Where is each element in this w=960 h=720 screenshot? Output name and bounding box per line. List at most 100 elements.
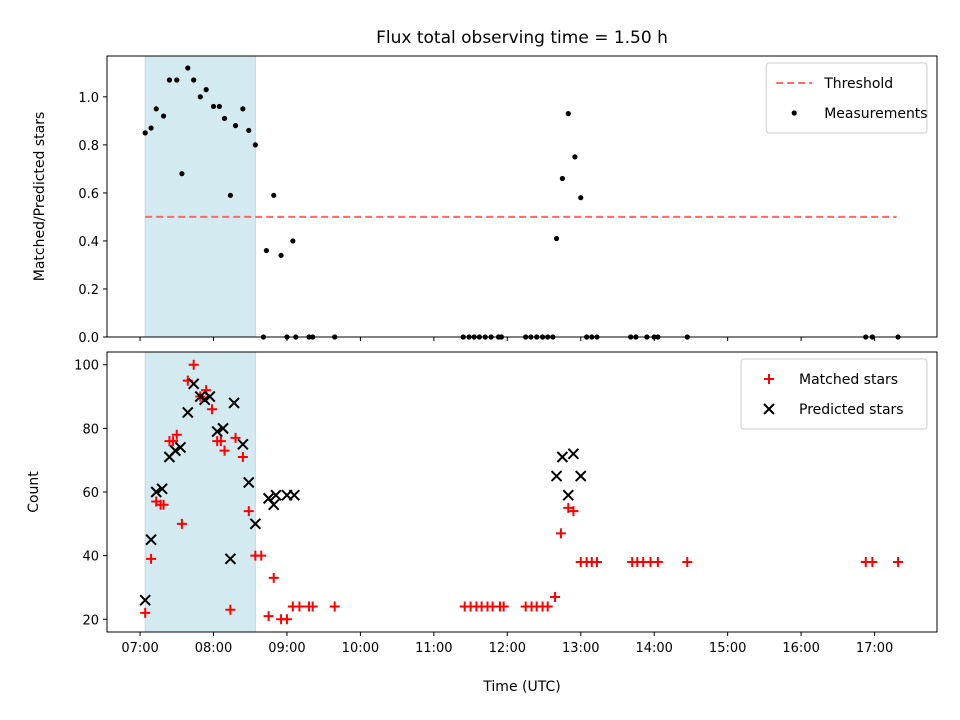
data-point [168, 436, 179, 447]
data-point [139, 594, 151, 606]
data-point [562, 489, 574, 501]
y-tick-label: 0.4 [78, 235, 99, 250]
y-tick-label: 20 [82, 613, 99, 628]
data-point [217, 422, 229, 435]
data-point [216, 103, 222, 110]
data-point [146, 553, 157, 564]
data-point [176, 518, 187, 529]
data-point [652, 557, 663, 567]
data-point [232, 123, 239, 129]
x-tick-label: 08:00 [195, 641, 232, 656]
data-point [559, 175, 565, 182]
data-point [555, 528, 566, 539]
data-point [575, 470, 587, 482]
data-point [307, 601, 318, 612]
data-point [567, 448, 580, 460]
data-point [211, 425, 223, 438]
data-point [249, 518, 262, 530]
data-point [210, 103, 217, 110]
data-point [290, 238, 296, 244]
x-tick-label: 17:00 [856, 641, 893, 656]
x-tick-label: 07:00 [121, 641, 158, 656]
top-panel: 0.0 0.2 0.4 0.6 0.8 1.0 Matched/Predicted star… [32, 55, 938, 346]
y-axis-label: Matched/Predicted stars [32, 112, 48, 282]
data-point [237, 438, 249, 450]
data-point [550, 470, 563, 482]
data-point [215, 436, 226, 447]
y-tick-label: 1.0 [78, 91, 99, 106]
data-point [240, 106, 246, 112]
data-point [246, 127, 252, 134]
data-point [160, 113, 167, 119]
x-tick-label: 09:00 [268, 641, 305, 656]
legend-marker-dot [791, 110, 797, 116]
data-point [198, 394, 211, 406]
data-point [288, 489, 301, 501]
data-point [221, 115, 228, 122]
data-point [270, 489, 282, 501]
data-point [263, 247, 269, 254]
data-point [166, 77, 173, 83]
data-point [174, 441, 187, 454]
x-tick-label: 10:00 [342, 641, 379, 656]
series-predicted-stars [139, 378, 587, 606]
legend-box [765, 62, 928, 134]
legend-label: Matched stars [799, 372, 898, 388]
x-axis-label: Time (UTC) [482, 679, 560, 695]
data-point [174, 77, 180, 83]
data-point [578, 195, 584, 201]
data-point [228, 397, 240, 409]
y-tick-label: 100 [74, 359, 99, 374]
data-point [145, 534, 157, 546]
data-point [278, 252, 284, 258]
data-point [281, 614, 292, 625]
y-tick-label: 0.6 [78, 187, 99, 202]
data-point [156, 483, 168, 495]
data-point [563, 502, 574, 513]
legend-label: Threshold [823, 76, 893, 92]
data-point [263, 611, 274, 622]
y-tick-label: 60 [82, 486, 99, 501]
data-point [148, 125, 154, 131]
legend: Matched stars Predicted stars [740, 358, 928, 430]
data-point [268, 499, 280, 511]
data-point [498, 601, 509, 612]
data-point [268, 572, 279, 583]
data-point [271, 192, 277, 198]
y-tick-label: 80 [82, 422, 99, 437]
data-point [182, 406, 194, 419]
data-point [553, 235, 560, 242]
legend: Threshold Measurements [765, 62, 928, 134]
y-tick-label: 0.8 [78, 139, 99, 154]
x-tick-label: 11:00 [415, 641, 452, 656]
data-point [219, 445, 230, 456]
data-point [187, 378, 200, 390]
x-tick-label: 16:00 [782, 641, 819, 656]
data-point [572, 154, 578, 160]
legend-label: Measurements [824, 106, 927, 122]
x-tick-label: 12:00 [489, 641, 526, 656]
legend-marker-x [763, 403, 775, 415]
data-point [197, 94, 203, 100]
bottom-panel: 20 40 60 80 100 07:00 08:00 09:00 10:00 11:00 12:0… [26, 351, 938, 656]
data-point [682, 557, 693, 567]
data-point [185, 65, 191, 71]
observing-window-span [144, 55, 256, 338]
legend-marker-plus [764, 374, 774, 384]
data-point [568, 506, 579, 517]
y-axis-label: Count [26, 471, 42, 513]
legend-label: Predicted stars [799, 402, 904, 418]
data-point [556, 451, 569, 463]
data-point [225, 604, 236, 615]
data-point [191, 77, 197, 83]
y-tick-label: 40 [82, 550, 99, 565]
data-point [227, 192, 233, 198]
data-point [550, 592, 561, 602]
data-point [591, 557, 602, 567]
x-tick-label: 14:00 [635, 641, 672, 656]
chart-title: Flux total observing time = 1.50 h [376, 28, 668, 48]
data-point [243, 476, 255, 489]
data-point [204, 390, 216, 403]
data-point [150, 486, 162, 498]
